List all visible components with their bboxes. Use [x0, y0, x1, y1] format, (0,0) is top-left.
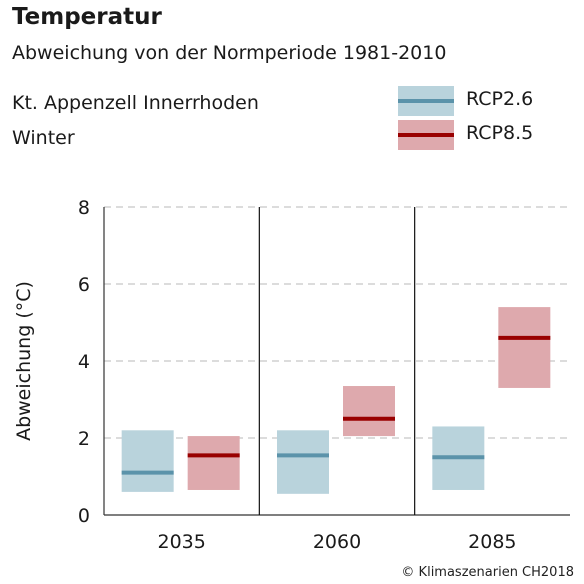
y-tick-label: 8	[78, 197, 90, 219]
legend-item-rcp85: RCP8.5	[398, 120, 578, 154]
range-box-rcp26-2035	[121, 430, 174, 492]
y-tick-label: 2	[78, 428, 90, 450]
legend-item-rcp26: RCP2.6	[398, 86, 578, 120]
range-box-rcp26-2060	[277, 430, 329, 494]
legend-label-rcp26: RCP2.6	[466, 88, 534, 110]
season-label: Winter	[12, 127, 75, 149]
region-label: Kt. Appenzell Innerrhoden	[12, 92, 259, 114]
legend-label-rcp85: RCP8.5	[466, 122, 534, 144]
copyright-notice: © Klimaszenarien CH2018	[401, 565, 574, 580]
y-axis-title: Abweichung (°C)	[13, 281, 35, 441]
range-box-rcp85-2035	[187, 436, 240, 490]
legend: RCP2.6 RCP8.5	[398, 86, 578, 154]
legend-swatch-rcp26-median	[398, 99, 454, 103]
y-tick-label: 0	[78, 505, 90, 527]
chart-title: Temperatur	[12, 4, 162, 30]
range-box-rcp85-2060	[343, 386, 395, 437]
y-tick-label: 6	[78, 274, 90, 296]
x-tick-label: 2085	[468, 531, 516, 553]
range-box-rcp85-2085	[498, 307, 551, 388]
x-tick-label: 2035	[157, 531, 205, 553]
x-tick-label: 2060	[313, 531, 361, 553]
y-tick-label: 4	[78, 351, 90, 373]
legend-swatch-rcp85-median	[398, 133, 454, 137]
chart-subtitle: Abweichung von der Normperiode 1981-2010	[12, 42, 447, 64]
